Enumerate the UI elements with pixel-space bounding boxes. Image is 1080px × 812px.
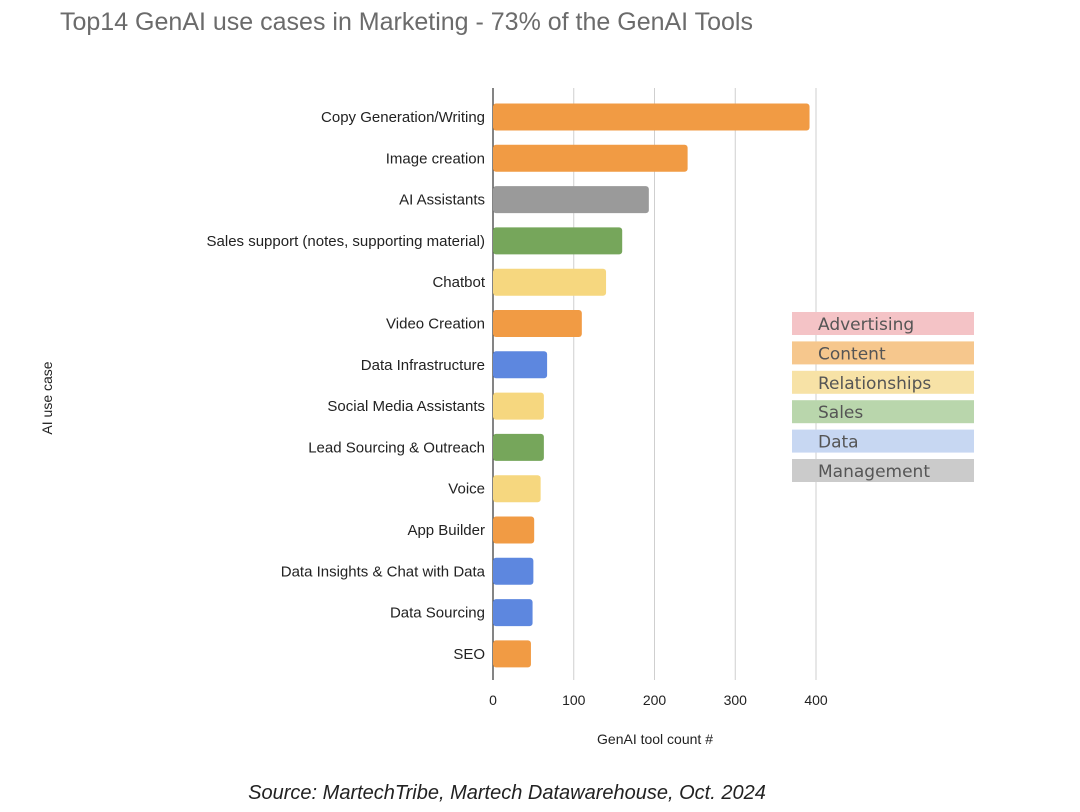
chart-title: Top14 GenAI use cases in Marketing - 73%… xyxy=(60,8,753,36)
category-label: Video Creation xyxy=(386,316,485,333)
bar xyxy=(493,475,541,503)
legend-swatch xyxy=(792,370,974,394)
category-label: SEO xyxy=(453,646,485,663)
x-axis-title: GenAI tool count # xyxy=(597,731,713,747)
legend-swatch xyxy=(792,312,974,335)
category-label: App Builder xyxy=(407,522,485,539)
category-label: Social Media Assistants xyxy=(327,398,485,415)
bar xyxy=(493,351,548,379)
category-label: Sales support (notes, supporting materia… xyxy=(207,233,485,250)
category-label: Lead Sourcing & Outreach xyxy=(308,439,485,456)
category-label: Data Infrastructure xyxy=(361,357,485,374)
y-axis-title: AI use case xyxy=(39,361,55,434)
bar xyxy=(493,227,623,255)
legend-label: Data xyxy=(818,433,859,453)
x-tick-label: 100 xyxy=(562,692,586,708)
grid-lines xyxy=(492,88,817,680)
bar xyxy=(493,144,688,172)
bar xyxy=(493,433,544,461)
legend-swatch xyxy=(792,459,974,482)
category-label: Data Sourcing xyxy=(390,605,485,622)
category-label: Copy Generation/Writing xyxy=(321,109,485,126)
x-tick-label: 200 xyxy=(643,692,667,708)
x-tick-label: 400 xyxy=(804,692,828,708)
category-label: Data Insights & Chat with Data xyxy=(281,563,486,580)
x-tick-label: 0 xyxy=(489,692,497,708)
x-tick-label: 300 xyxy=(724,692,748,708)
category-label: AI Assistants xyxy=(399,192,485,209)
bar xyxy=(493,640,531,668)
bar xyxy=(493,599,533,627)
bar xyxy=(493,392,544,420)
legend-swatch xyxy=(792,341,974,365)
bars xyxy=(493,103,810,668)
category-label: Image creation xyxy=(386,150,485,167)
legend-label: Advertising xyxy=(818,315,914,335)
legend-label: Content xyxy=(818,344,886,364)
legend-swatch xyxy=(792,400,974,424)
legend-label: Management xyxy=(818,462,930,482)
bar xyxy=(493,103,810,131)
tick-labels: 0 100 200 300 400 xyxy=(489,692,828,708)
bar xyxy=(493,268,607,296)
bar xyxy=(493,310,582,337)
legend: Advertising Content Relationships Sales Data… xyxy=(792,312,974,482)
category-labels: Copy Generation/Writing Image creation AI … xyxy=(207,109,486,663)
source-note: Source: MartechTribe, Martech Datawareho… xyxy=(248,782,766,804)
category-label: Chatbot xyxy=(432,274,485,291)
bar xyxy=(493,557,534,585)
legend-label: Sales xyxy=(818,403,863,423)
legend-label: Relationships xyxy=(818,374,931,394)
bar xyxy=(493,516,535,544)
category-label: Voice xyxy=(448,481,485,498)
legend-swatch xyxy=(792,429,974,453)
bar xyxy=(493,186,649,214)
